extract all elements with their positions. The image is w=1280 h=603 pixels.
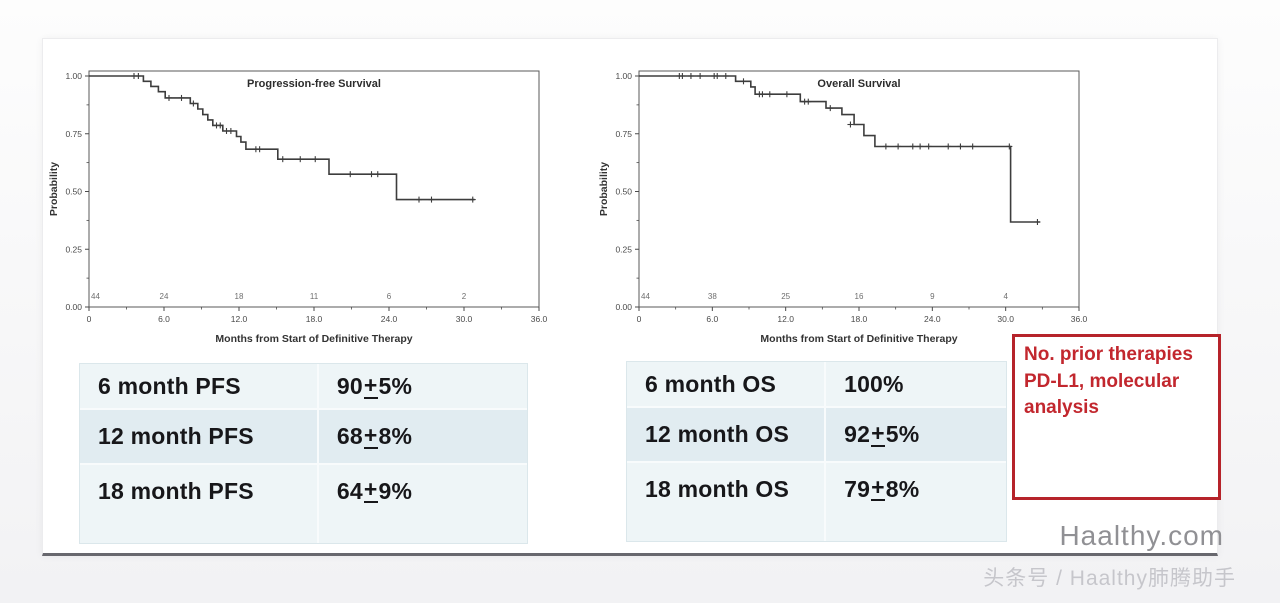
pfs-12mo-value: 68 +8% (316, 410, 527, 463)
svg-text:12.0: 12.0 (231, 314, 248, 324)
svg-text:30.0: 30.0 (997, 314, 1014, 324)
value-error: 5% (885, 421, 920, 447)
svg-text:1.00: 1.00 (65, 71, 82, 81)
os-table: 6 month OS 100% 12 month OS 92 +5% 18 mon… (626, 361, 1007, 542)
svg-text:38: 38 (708, 292, 717, 301)
value-main: 79 (844, 476, 871, 502)
value-main: 68 (336, 423, 363, 449)
svg-text:0.50: 0.50 (615, 187, 632, 197)
os-6mo-label: 6 month OS (645, 370, 777, 397)
svg-text:Months from Start of Definitiv: Months from Start of Definitive Therapy (215, 333, 412, 345)
svg-text:11: 11 (310, 292, 319, 301)
svg-text:0.75: 0.75 (615, 129, 632, 139)
svg-text:Probability: Probability (48, 162, 60, 216)
pfs-6mo-value: 90 +5% (316, 364, 527, 408)
svg-text:Overall Survival: Overall Survival (817, 78, 900, 90)
svg-text:2: 2 (462, 292, 467, 301)
svg-text:24.0: 24.0 (924, 314, 941, 324)
annotation-box: No. prior therapies PD-L1, molecular ana… (1012, 334, 1221, 500)
svg-text:25: 25 (781, 292, 790, 301)
svg-text:0: 0 (87, 314, 92, 324)
value-error: 8% (885, 476, 920, 502)
pfs-chart: 0 6.0 12.0 18.0 24.0 30.0 36.0 0.00 0.25 0.50 0.75… (48, 70, 548, 345)
svg-text:24.0: 24.0 (381, 314, 398, 324)
svg-text:24: 24 (160, 292, 169, 301)
os-chart: 0 6.0 12.0 18.0 24.0 30.0 36.0 0.00 0.25 0.50 0.75… (598, 70, 1088, 345)
pfs-table: 6 month PFS 90 +5% 12 month PFS 68 +8% 18 … (79, 363, 528, 544)
pfs-12mo-label: 12 month PFS (98, 423, 254, 449)
svg-text:6: 6 (387, 292, 392, 301)
pfs-18mo-value: 64 +9% (316, 465, 527, 543)
svg-text:0.25: 0.25 (65, 244, 82, 254)
os-6mo-value: 100% (824, 362, 1006, 406)
svg-text:12.0: 12.0 (777, 314, 794, 324)
watermark-byline: 头条号 / Haalthy肺腾助手 (983, 567, 1236, 590)
value-error: 5% (378, 372, 413, 399)
svg-text:44: 44 (641, 292, 650, 301)
table-row: 6 month PFS 90 +5% (80, 364, 527, 408)
svg-text:30.0: 30.0 (456, 314, 473, 324)
annotation-line: No. prior therapies (1024, 344, 1193, 365)
value-main: 90 (336, 372, 363, 399)
table-row: 6 month OS 100% (627, 362, 1006, 406)
svg-text:44: 44 (91, 292, 100, 301)
os-12mo-label: 12 month OS (645, 421, 790, 447)
svg-text:0.00: 0.00 (615, 302, 632, 312)
svg-text:6.0: 6.0 (706, 314, 718, 324)
os-12mo-value: 92 +5% (824, 408, 1006, 461)
table-row: 18 month PFS 64 +9% (80, 465, 527, 543)
value-main: 64 (336, 478, 363, 504)
svg-text:6.0: 6.0 (158, 314, 170, 324)
svg-text:18.0: 18.0 (851, 314, 868, 324)
svg-text:18.0: 18.0 (306, 314, 323, 324)
os-18mo-value: 79 +8% (824, 463, 1006, 541)
svg-text:0: 0 (637, 314, 642, 324)
pfs-18mo-label: 18 month PFS (98, 478, 254, 504)
value-error: 8% (378, 423, 413, 449)
svg-text:0.75: 0.75 (65, 129, 82, 139)
svg-text:Months from Start of Definitiv: Months from Start of Definitive Therapy (760, 333, 957, 345)
svg-text:1.00: 1.00 (615, 71, 632, 81)
svg-text:16: 16 (855, 292, 864, 301)
plus-minus-sign: + (363, 476, 378, 503)
pfs-6mo-label: 6 month PFS (98, 372, 241, 399)
svg-text:9: 9 (930, 292, 935, 301)
value-main: 100% (844, 370, 904, 397)
annotation-line: PD-L1, molecular (1024, 370, 1180, 392)
value-main: 92 (844, 421, 871, 447)
svg-text:0.50: 0.50 (65, 187, 82, 197)
watermark-site: Haalthy.com (1059, 520, 1224, 551)
plus-minus-sign: + (363, 371, 378, 399)
svg-text:36.0: 36.0 (1071, 314, 1088, 324)
table-row: 12 month PFS 68 +8% (80, 408, 527, 465)
svg-text:Probability: Probability (598, 162, 610, 216)
table-row: 12 month OS 92 +5% (627, 406, 1006, 463)
svg-text:0.00: 0.00 (65, 302, 82, 312)
slide-card: 0 6.0 12.0 18.0 24.0 30.0 36.0 0.00 0.25 0.50 0.75… (42, 38, 1221, 556)
plus-minus-sign: + (871, 474, 885, 501)
svg-text:4: 4 (1003, 292, 1008, 301)
svg-text:36.0: 36.0 (531, 314, 548, 324)
plus-minus-sign: + (871, 420, 885, 447)
value-error: 9% (378, 478, 413, 504)
os-18mo-label: 18 month OS (645, 476, 790, 502)
plus-minus-sign: + (363, 422, 378, 449)
svg-text:18: 18 (235, 292, 244, 301)
svg-text:0.25: 0.25 (615, 244, 632, 254)
svg-text:Progression-free Survival: Progression-free Survival (247, 78, 381, 90)
table-row: 18 month OS 79 +8% (627, 463, 1006, 541)
annotation-line: analysis (1024, 397, 1099, 419)
